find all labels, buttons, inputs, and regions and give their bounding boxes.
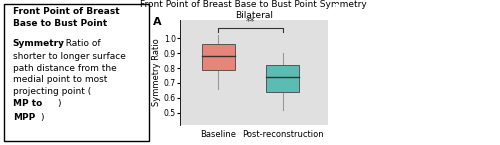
Text: ): ) (40, 113, 43, 122)
Text: **: ** (246, 17, 256, 27)
Text: MPP: MPP (13, 113, 35, 122)
Text: : Ratio of: : Ratio of (60, 39, 100, 48)
Text: B: B (332, 4, 339, 14)
Text: A: A (152, 17, 161, 27)
Text: C: C (419, 4, 426, 14)
Text: ): ) (57, 99, 60, 108)
FancyBboxPatch shape (4, 4, 148, 141)
Title: Front Point of Breast Base to Bust Point Symmetry
Bilateral: Front Point of Breast Base to Bust Point… (140, 0, 367, 20)
Text: Symmetry: Symmetry (13, 39, 65, 48)
Text: Front Point of Breast
Base to Bust Point: Front Point of Breast Base to Bust Point (13, 7, 120, 28)
Text: shorter to longer surface
path distance from the
medial point to most
projecting: shorter to longer surface path distance … (13, 52, 126, 96)
Bar (202, 44, 235, 69)
Y-axis label: Symmetry Ratio: Symmetry Ratio (152, 39, 161, 106)
Text: MP to: MP to (13, 99, 42, 108)
Bar (266, 65, 300, 92)
